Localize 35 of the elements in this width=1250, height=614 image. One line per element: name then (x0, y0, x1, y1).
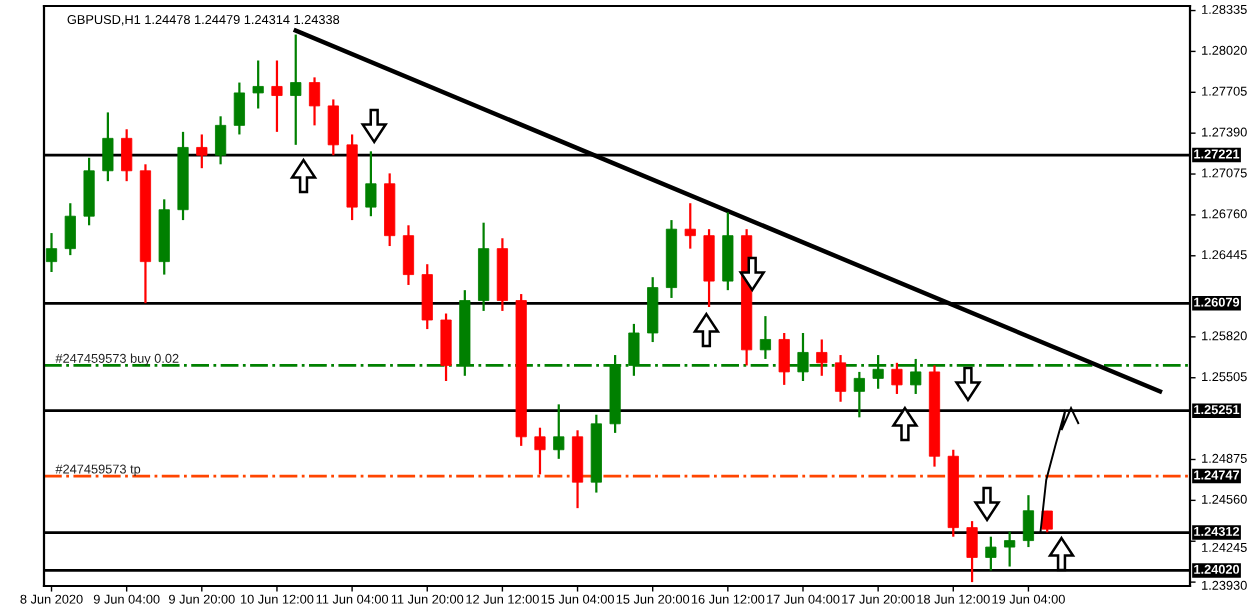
candlestick (534, 426, 546, 476)
candlestick (365, 150, 377, 218)
candlestick (759, 315, 771, 361)
candlestick (834, 353, 847, 403)
candlestick (290, 33, 302, 146)
candlestick (64, 202, 76, 257)
candlestick (271, 59, 283, 133)
candlestick (402, 224, 415, 287)
candlestick (196, 133, 208, 170)
candlestick (102, 111, 114, 183)
candlestick (1041, 509, 1053, 534)
candlestick (233, 81, 245, 136)
candlestick (684, 202, 696, 250)
candlestick (1004, 530, 1016, 568)
candlestick (571, 429, 584, 510)
candlestick (215, 115, 227, 166)
candlestick (1022, 494, 1035, 549)
candlestick (45, 231, 58, 274)
candlestick (327, 98, 339, 157)
candlestick (985, 535, 997, 572)
candlestick (121, 128, 133, 183)
candlestick (778, 331, 790, 386)
candlestick (966, 520, 978, 584)
candlestick (553, 403, 565, 460)
candlestick (703, 228, 715, 309)
candlestick (891, 361, 903, 396)
candlestick (440, 312, 452, 383)
candlestick (83, 156, 95, 227)
candlestick (308, 76, 321, 127)
candlestick (252, 59, 264, 110)
candlestick (816, 338, 828, 377)
candlestick (853, 370, 865, 419)
candlestick (421, 263, 433, 331)
candlestick (647, 276, 659, 344)
candlestick (722, 211, 734, 292)
